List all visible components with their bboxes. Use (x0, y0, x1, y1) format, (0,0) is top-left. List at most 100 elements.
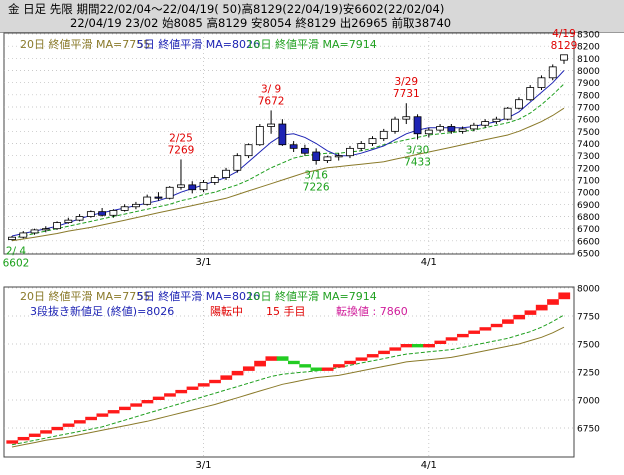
candle-body (30, 229, 39, 234)
annotation-date: 3/16 (304, 170, 328, 182)
candle-panel-y-tick-label: 7500 (577, 128, 600, 138)
annotation-price: 8129 (551, 40, 578, 52)
candle-body (109, 210, 118, 216)
chart-header: 金 日足 先限 期間22/02/04～22/04/19( 50)高8129(22… (0, 0, 624, 33)
candle-body (210, 177, 219, 183)
candle-body (515, 99, 523, 109)
candle-body (492, 118, 501, 122)
candle-body (391, 118, 399, 132)
candle-body (8, 236, 16, 241)
break-brick (445, 337, 458, 341)
break-brick (186, 386, 199, 390)
break-brick (85, 416, 97, 421)
candle-body (447, 126, 456, 132)
candle-panel-y-tick-label: 6500 (577, 250, 600, 260)
candle-body (53, 222, 61, 230)
candle-body (132, 203, 140, 208)
candle-body (41, 228, 50, 231)
break-ma-line-b (11, 326, 565, 448)
candle-body (436, 126, 444, 131)
candle-body (75, 216, 84, 221)
candle-panel-y-tick-label: 7800 (577, 91, 600, 101)
candle-body (357, 143, 366, 149)
candle-panel-y-tick-label: 8000 (577, 67, 600, 77)
candle-panel-y-tick-label: 6900 (577, 201, 600, 211)
annotation-date: 3/30 (406, 144, 430, 156)
annotation-date: 2/25 (169, 132, 193, 144)
break-brick (96, 413, 109, 417)
candle-panel-x-tick-label: 4/1 (421, 257, 437, 268)
break-brick (456, 333, 469, 338)
candle-body (481, 121, 490, 126)
candle-body (222, 169, 230, 178)
break-brick (378, 350, 390, 355)
break-panel-y-tick-label: 6750 (577, 425, 600, 435)
candle-body (64, 219, 73, 223)
candle-panel-legend-entry: 10日 終値平滑 MA=7914 (247, 37, 377, 51)
candle-panel-y-tick-label: 7700 (577, 104, 600, 114)
break-panel-y-tick-label: 8000 (577, 285, 600, 295)
annotation-date: 3/29 (394, 76, 418, 88)
candle-body (267, 123, 276, 127)
break-info-turn: 転換値 : 7860 (336, 305, 408, 318)
break-brick (389, 347, 402, 351)
break-brick (344, 360, 357, 365)
break-brick (535, 304, 548, 311)
break-brick (231, 370, 244, 376)
candle-body (334, 155, 343, 158)
break-brick (366, 354, 379, 358)
break-panel-y-tick-label: 7750 (577, 313, 600, 323)
candle-body (289, 144, 298, 149)
break-brick (28, 433, 41, 437)
annotation-price: 6602 (3, 258, 30, 270)
candle-body (379, 130, 388, 140)
candle-body (503, 107, 512, 120)
break-brick (288, 360, 300, 365)
break-brick (141, 400, 154, 404)
candle-panel-y-tick-label: 7200 (577, 164, 600, 174)
ma10-line (11, 83, 565, 239)
break-brick (40, 430, 52, 434)
break-ma-line-a (11, 314, 565, 446)
break-brick (152, 396, 165, 400)
break-brick (107, 410, 120, 414)
candle-panel-y-tick-label: 7300 (577, 152, 600, 162)
candle-body (402, 116, 411, 120)
candle-body (424, 129, 433, 135)
candle-panel-x-tick-label: 3/1 (195, 257, 211, 268)
annotation-price: 7433 (404, 156, 431, 168)
candle-body (199, 182, 208, 191)
break-brick (434, 340, 447, 344)
candle-body (300, 147, 309, 154)
candle-panel-y-tick-label: 7100 (577, 177, 600, 187)
break-brick (51, 426, 64, 431)
break-brick (73, 420, 86, 424)
candle-body (537, 77, 546, 88)
annotation-price: 7226 (303, 182, 330, 194)
candle-body (346, 147, 354, 157)
candle-panel-legend-entry: 20日 終値平滑 MA=7755 (20, 37, 150, 51)
break-brick (220, 375, 233, 380)
break-brick (479, 327, 492, 331)
candle-body (548, 66, 557, 79)
annotation-date: 2/ 4 (6, 246, 27, 258)
candle-body (86, 211, 95, 217)
candle-panel-y-tick-label: 8100 (577, 55, 600, 65)
candle-body (244, 144, 253, 157)
break-brick (423, 344, 435, 348)
candle-body (154, 196, 163, 199)
break-brick (310, 367, 323, 371)
break-brick (130, 403, 143, 407)
break-brick (321, 367, 334, 371)
break-brick (62, 423, 75, 427)
candle-panel-y-tick-label: 6800 (577, 213, 600, 223)
candle-body (255, 126, 264, 146)
break-brick (119, 406, 131, 411)
candle-body (323, 156, 332, 161)
break-panel-legend-entry: 5日 終値平滑 MA=8026 (137, 289, 260, 303)
ma20-line (11, 107, 565, 242)
break-brick (276, 356, 289, 361)
break-panel-y-tick-label: 7500 (577, 341, 600, 351)
break-brick (242, 366, 255, 371)
candle-panel-y-tick-label: 7900 (577, 79, 600, 89)
